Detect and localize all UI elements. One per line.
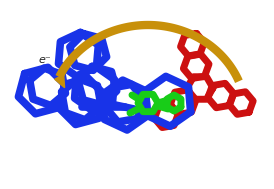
Polygon shape xyxy=(55,75,65,88)
Text: e⁻: e⁻ xyxy=(38,55,51,65)
